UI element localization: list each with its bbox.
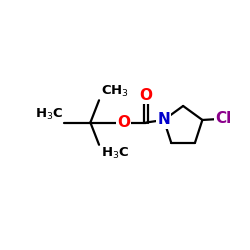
Text: O: O — [117, 115, 130, 130]
Text: O: O — [140, 88, 152, 103]
Text: N: N — [158, 112, 170, 128]
Text: Cl: Cl — [215, 111, 232, 126]
Text: CH$_3$: CH$_3$ — [101, 84, 129, 99]
Text: H$_3$C: H$_3$C — [35, 107, 63, 122]
Text: H$_3$C: H$_3$C — [101, 146, 129, 161]
